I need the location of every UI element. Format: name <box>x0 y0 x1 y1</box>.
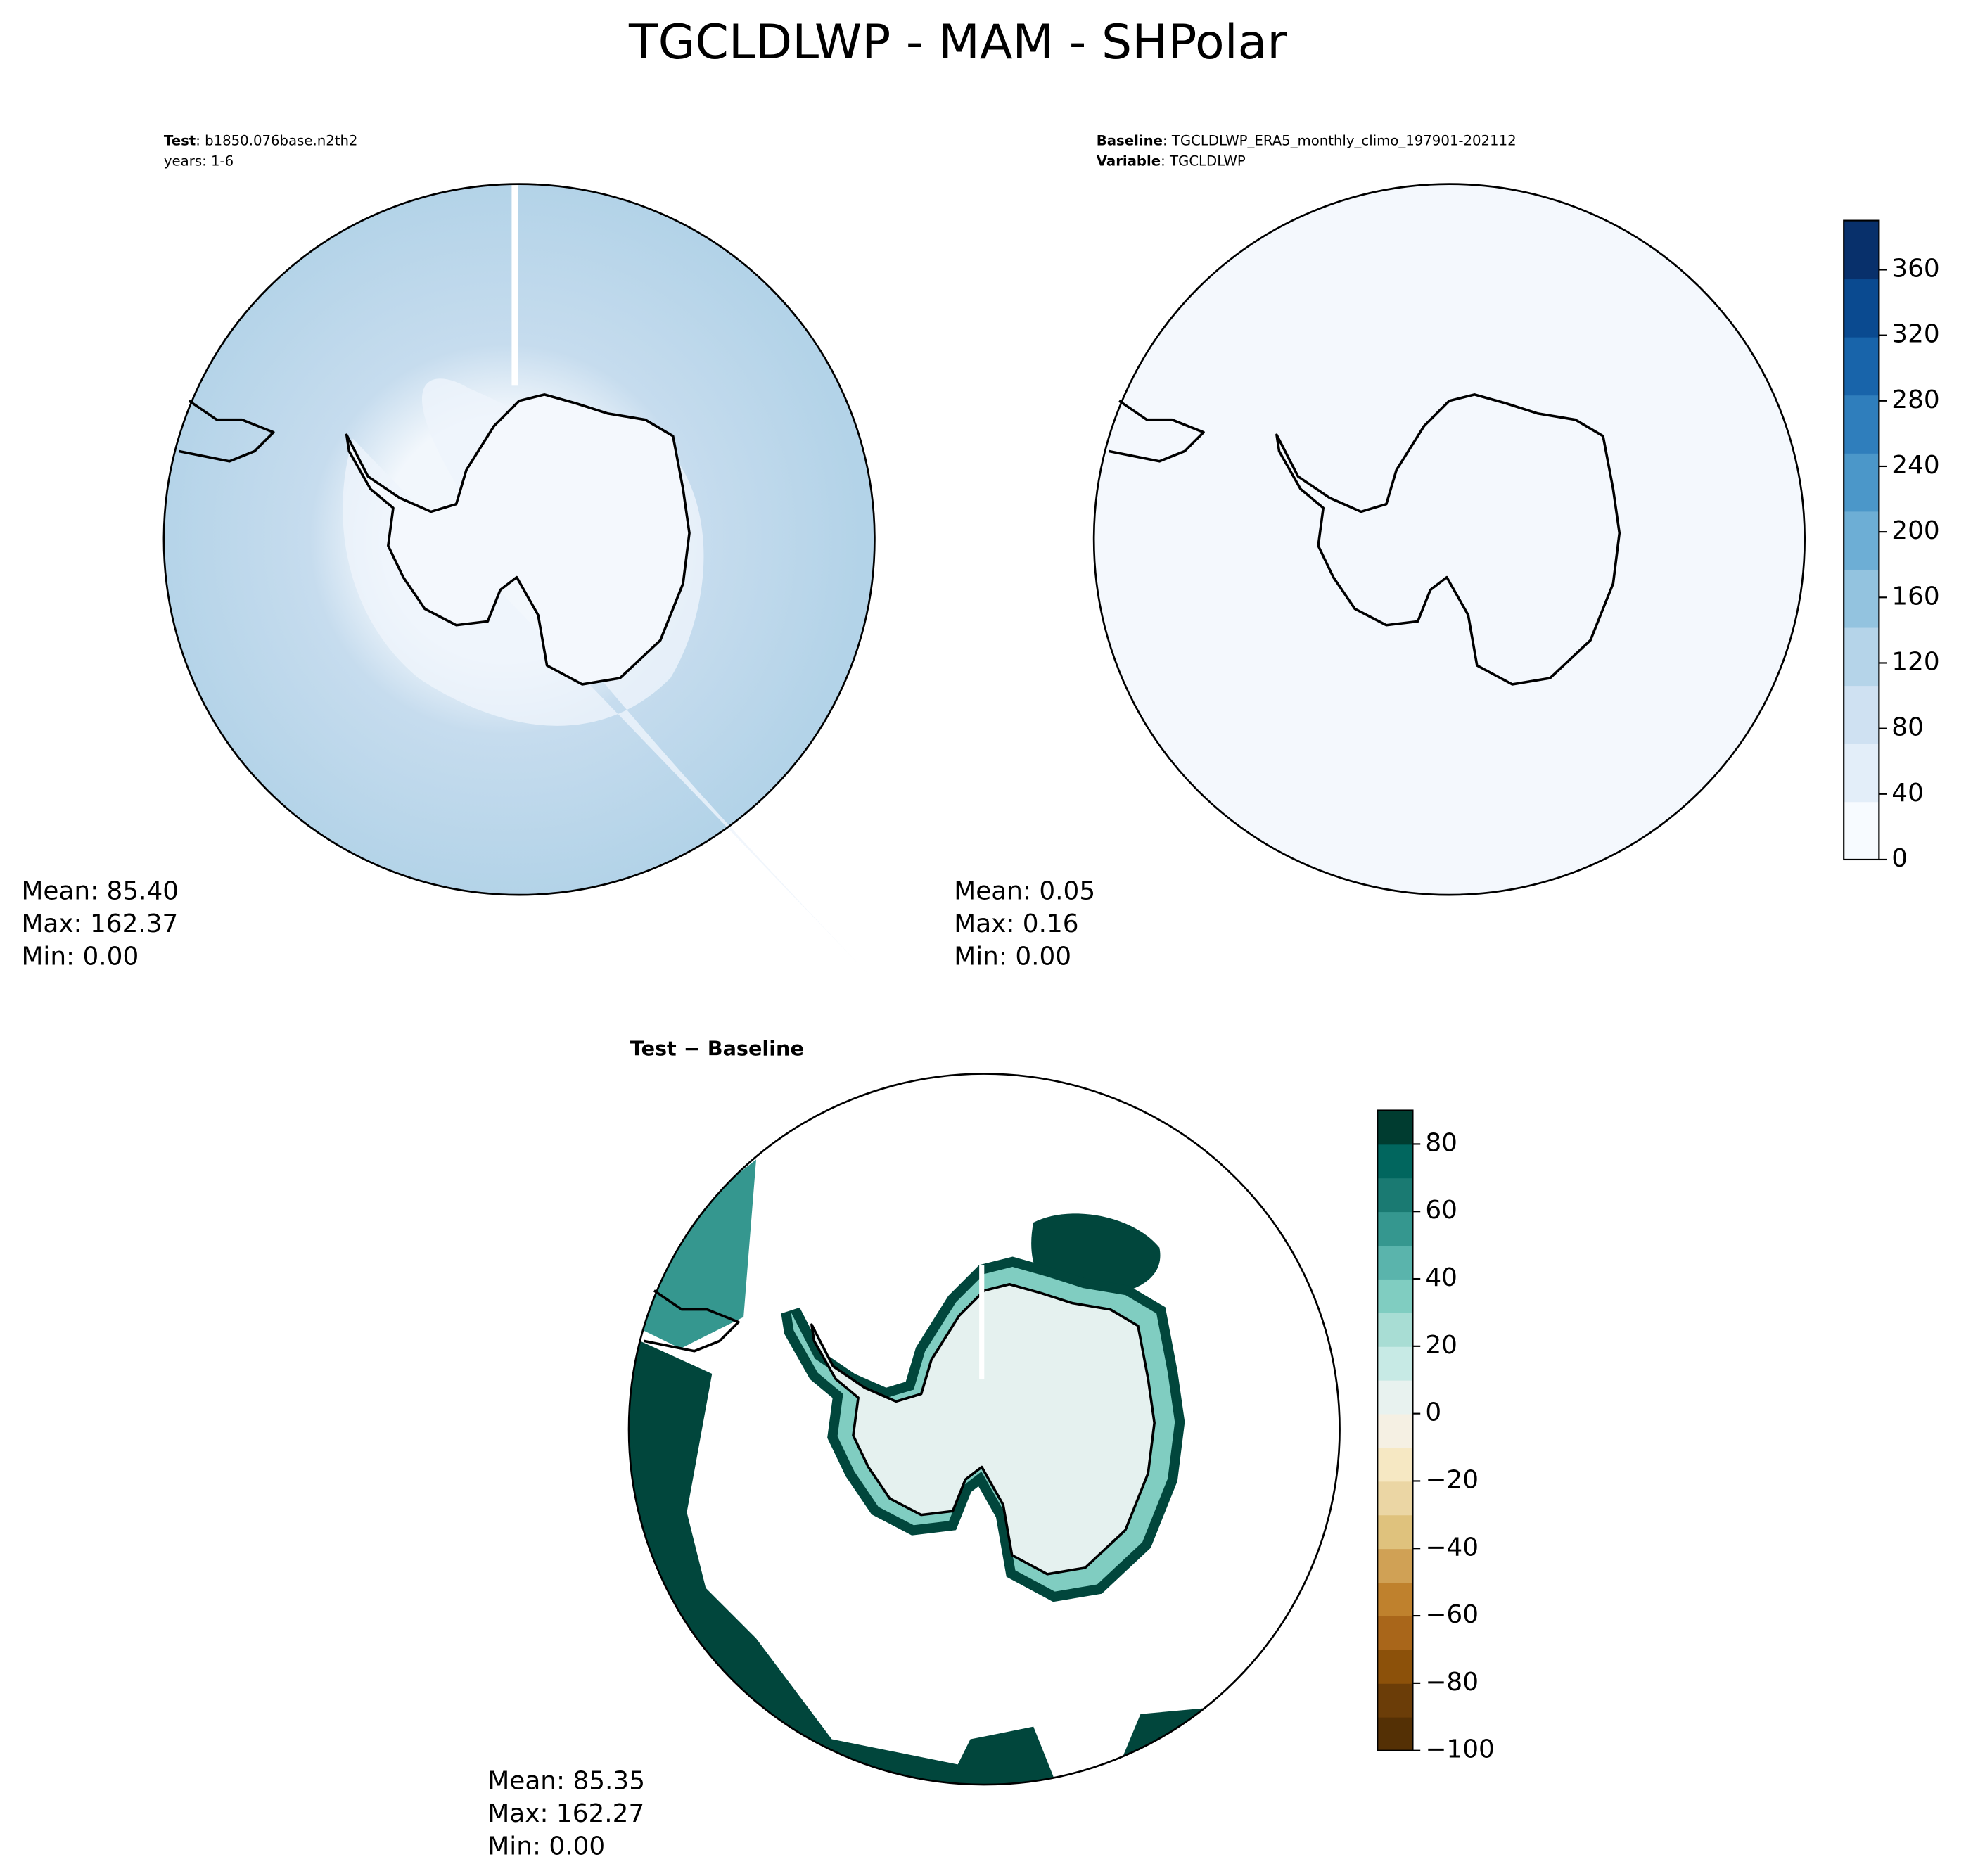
stat-text: Min: 0.00 <box>487 1832 605 1861</box>
colorbar-frame <box>1377 1109 1414 1751</box>
header-text: : TGCLDLWP_ERA5_monthly_climo_197901-202… <box>1163 132 1517 148</box>
header-key: Variable <box>1097 153 1161 169</box>
map-border <box>627 1073 1341 1786</box>
colorbar-tick-label: 120 <box>1891 647 1939 676</box>
panel-header: Test: b1850.076base.n2th2 <box>164 132 358 148</box>
colorbar-band <box>1377 1716 1413 1751</box>
map-border <box>1092 183 1806 896</box>
colorbar-band <box>1377 1548 1413 1583</box>
panel-header: years: 1-6 <box>164 153 234 169</box>
header-text: : TGCLDLWP <box>1161 153 1246 169</box>
colorbar-tick-label: 160 <box>1891 582 1939 611</box>
colorbar-frame <box>1843 219 1880 861</box>
colorbar-tick-label: −100 <box>1425 1735 1494 1764</box>
colorbar-band <box>1844 220 1879 280</box>
colorbar-band <box>1844 452 1879 512</box>
header-text: years: 1-6 <box>164 153 234 169</box>
map-border <box>162 183 876 896</box>
colorbar-tick-label: −60 <box>1425 1600 1479 1629</box>
colorbar-band <box>1377 1616 1413 1650</box>
colorbar-tick-label: −40 <box>1425 1533 1479 1562</box>
colorbar-band <box>1377 1144 1413 1179</box>
colorbar-tick-label: 40 <box>1891 779 1924 808</box>
colorbar-band <box>1377 1649 1413 1684</box>
colorbar-band <box>1844 395 1879 454</box>
header-key: Test − Baseline <box>630 1037 804 1061</box>
colorbar-band <box>1377 1379 1413 1415</box>
stat-text: Min: 0.00 <box>21 943 139 971</box>
colorbar-band <box>1844 743 1879 803</box>
colorbar-band <box>1844 279 1879 338</box>
seam <box>511 184 518 386</box>
figure-title: TGCLDLWP - MAM - SHPolar <box>628 15 1287 70</box>
colorbar-band <box>1844 511 1879 570</box>
map-field <box>629 1073 1340 1785</box>
stat-text: Max: 162.37 <box>21 910 178 938</box>
colorbar-band <box>1377 1312 1413 1347</box>
stat-text: Mean: 85.35 <box>487 1766 645 1795</box>
panel-header: Variable: TGCLDLWP <box>1097 153 1246 169</box>
colorbar-band <box>1377 1346 1413 1381</box>
colorbar-tick-label: 0 <box>1891 844 1908 873</box>
colorbar-band <box>1377 1279 1413 1313</box>
colorbar-tick-label: 0 <box>1425 1398 1441 1427</box>
colorbar-band <box>1844 569 1879 628</box>
colorbar-tick-label: −80 <box>1425 1668 1479 1697</box>
colorbar-band <box>1377 1211 1413 1246</box>
stat-text: Mean: 85.40 <box>21 877 179 906</box>
colorbar-band <box>1844 336 1879 396</box>
colorbar-tick-label: 80 <box>1425 1128 1457 1157</box>
colorbar-tick-label: 200 <box>1891 516 1939 545</box>
map-field <box>1094 184 1805 895</box>
header-key: Test <box>164 132 196 148</box>
colorbar-band <box>1844 801 1879 860</box>
colorbar-tick-label: 280 <box>1891 385 1939 414</box>
colorbar-band <box>1377 1245 1413 1280</box>
colorbar-band <box>1377 1683 1413 1718</box>
header-key: Baseline <box>1097 132 1163 148</box>
colorbar-band <box>1844 627 1879 687</box>
colorbar-tick-label: 20 <box>1425 1331 1457 1360</box>
colorbar-band <box>1377 1413 1413 1448</box>
colorbar-band <box>1377 1514 1413 1550</box>
colorbar-tick-label: 320 <box>1891 320 1939 349</box>
colorbar-tick-label: 40 <box>1425 1263 1457 1292</box>
colorbar-tick-label: 360 <box>1891 254 1939 283</box>
stat-text: Max: 162.27 <box>487 1799 644 1828</box>
colorbar-tick-label: 240 <box>1891 451 1939 480</box>
colorbar-band <box>1377 1481 1413 1516</box>
stat-text: Min: 0.00 <box>954 943 1071 971</box>
colorbar-tick-label: 60 <box>1425 1196 1457 1225</box>
colorbar-tick-label: 80 <box>1891 713 1924 742</box>
colorbar-band <box>1377 1110 1413 1145</box>
seam <box>979 1265 985 1379</box>
colorbar-tick-label: −20 <box>1425 1465 1479 1494</box>
colorbar-band <box>1377 1582 1413 1616</box>
colorbar-band <box>1844 685 1879 744</box>
colorbar-band <box>1377 1447 1413 1482</box>
colorbar-band <box>1377 1178 1413 1213</box>
header-text: : b1850.076base.n2th2 <box>196 132 357 148</box>
stat-text: Mean: 0.05 <box>954 877 1095 906</box>
panel-header: Baseline: TGCLDLWP_ERA5_monthly_climo_19… <box>1097 132 1517 148</box>
stat-text: Max: 0.16 <box>954 910 1078 938</box>
panel-header: Test − Baseline <box>630 1037 804 1061</box>
